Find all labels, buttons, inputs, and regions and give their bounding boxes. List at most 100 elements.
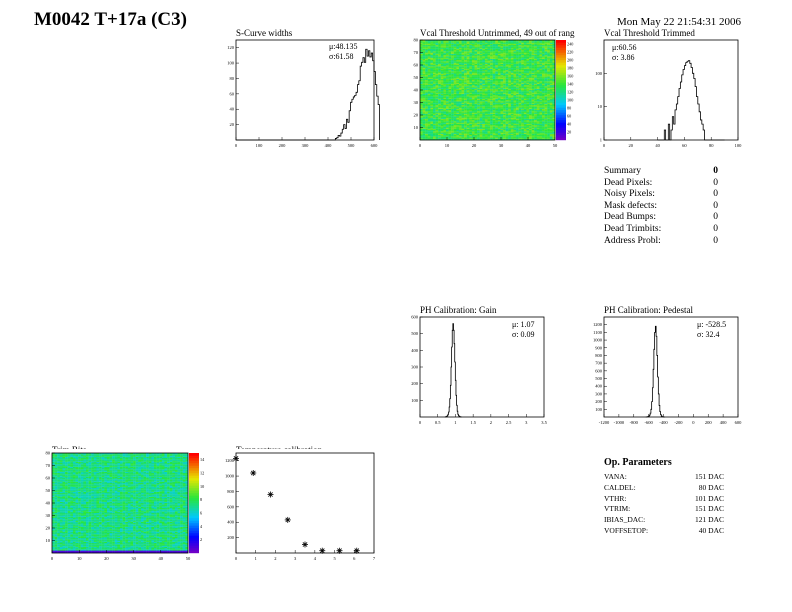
- heatmap-cell: [539, 118, 543, 121]
- heatmap-cell: [518, 86, 522, 88]
- heatmap-cell: [443, 120, 447, 122]
- heatmap-cell: [526, 96, 530, 98]
- heatmap-cell: [458, 45, 462, 47]
- heatmap-cell: [536, 106, 540, 108]
- heatmap-cell: [523, 58, 527, 61]
- heatmap-cell: [552, 51, 556, 53]
- heatmap-cell: [531, 131, 535, 133]
- heatmap-cell: [539, 136, 543, 138]
- heatmap-cell: [479, 56, 483, 58]
- heatmap-cell: [534, 130, 537, 132]
- heatmap-cell: [487, 46, 491, 48]
- heatmap-cell: [510, 56, 514, 58]
- page-title: M0042 T+17a (C3): [34, 9, 187, 30]
- heatmap-cell: [487, 125, 491, 127]
- heatmap-cell: [495, 88, 499, 91]
- heatmap-cell: [529, 137, 532, 139]
- heatmap-cell: [497, 97, 501, 99]
- heatmap-cell: [529, 101, 532, 103]
- heatmap-cell: [500, 112, 504, 114]
- heatmap-cell: [464, 130, 467, 132]
- heatmap-cell: [547, 65, 550, 67]
- heatmap-cell: [461, 83, 465, 86]
- heatmap-cell: [516, 70, 519, 72]
- heatmap-cell: [500, 136, 504, 138]
- vcal-trimmed-mean: μ:60.56: [612, 43, 637, 52]
- heatmap-cell: [445, 80, 449, 82]
- heatmap-cell: [526, 108, 530, 111]
- heatmap-cell: [484, 67, 488, 69]
- heatmap-cell: [445, 78, 449, 81]
- heatmap-cell: [422, 100, 426, 102]
- heatmap-cell: [438, 123, 441, 126]
- heatmap-cell: [474, 115, 478, 117]
- heatmap-cell: [516, 51, 519, 53]
- heatmap-cell: [456, 106, 460, 108]
- heatmap-cell: [479, 90, 483, 92]
- heatmap-cell: [479, 76, 483, 78]
- heatmap-cell: [420, 51, 423, 53]
- heatmap-cell: [521, 126, 524, 128]
- heatmap-cell: [93, 550, 97, 552]
- heatmap-cell: [508, 71, 512, 73]
- heatmap-cell: [479, 65, 483, 67]
- heatmap-cell: [86, 539, 89, 541]
- heatmap-cell: [109, 546, 113, 549]
- heatmap-cell: [492, 67, 496, 69]
- heatmap-cell: [177, 544, 181, 546]
- heatmap-cell: [500, 72, 504, 74]
- summary-row: Dead Trimbits: 0: [604, 224, 724, 236]
- heatmap-cell: [422, 47, 426, 49]
- heatmap-cell: [83, 545, 87, 547]
- heatmap-cell: [526, 90, 530, 92]
- heatmap-cell: [445, 116, 449, 118]
- heatmap-cell: [495, 108, 499, 111]
- heatmap-cell: [420, 118, 423, 121]
- heatmap-cell: [526, 101, 530, 103]
- heatmap-cell: [438, 118, 441, 121]
- heatmap-cell: [461, 57, 465, 59]
- heatmap-cell: [526, 121, 530, 123]
- heatmap-cell: [469, 91, 473, 93]
- histogram-line: [444, 323, 462, 418]
- heatmap-cell: [443, 126, 447, 128]
- heatmap-cell: [443, 113, 447, 116]
- heatmap-cell: [492, 107, 496, 109]
- heatmap-cell: [117, 544, 121, 546]
- heatmap-cell: [510, 92, 514, 94]
- heatmap-cell: [484, 45, 488, 47]
- heatmap-cell: [521, 80, 524, 82]
- heatmap-cell: [432, 56, 436, 58]
- heatmap-cell: [93, 541, 97, 544]
- heatmap-cell: [542, 57, 545, 59]
- heatmap-cell: [425, 113, 428, 116]
- heatmap-cell: [536, 65, 540, 67]
- heatmap-cell: [164, 543, 168, 545]
- heatmap-cell: [487, 58, 491, 61]
- heatmap-cell: [432, 138, 436, 141]
- heatmap-cell: [490, 65, 493, 67]
- heatmap-cell: [518, 42, 522, 44]
- heatmap-cell: [503, 86, 506, 88]
- heatmap-cell: [427, 93, 431, 96]
- heatmap-cell: [445, 117, 449, 119]
- heatmap-cell: [451, 136, 454, 138]
- heatmap-cell: [420, 80, 423, 82]
- summary-label: Dead Bumps:: [604, 212, 656, 223]
- heatmap-cell: [430, 80, 434, 82]
- heatmap-cell: [492, 73, 496, 76]
- heatmap-cell: [552, 55, 556, 57]
- heatmap-cell: [529, 90, 532, 92]
- heatmap-cell: [503, 118, 506, 121]
- heatmap-cell: [521, 112, 524, 114]
- heatmap-cell: [529, 111, 532, 113]
- heatmap-cell: [453, 60, 457, 62]
- heatmap-cell: [513, 40, 517, 42]
- heatmap-cell: [133, 539, 136, 541]
- heatmap-cell: [80, 541, 84, 544]
- heatmap-cell: [552, 117, 556, 119]
- heatmap-cell: [458, 70, 462, 72]
- heatmap-cell: [440, 125, 444, 127]
- heatmap-cell: [430, 97, 434, 99]
- heatmap-cell: [536, 43, 540, 46]
